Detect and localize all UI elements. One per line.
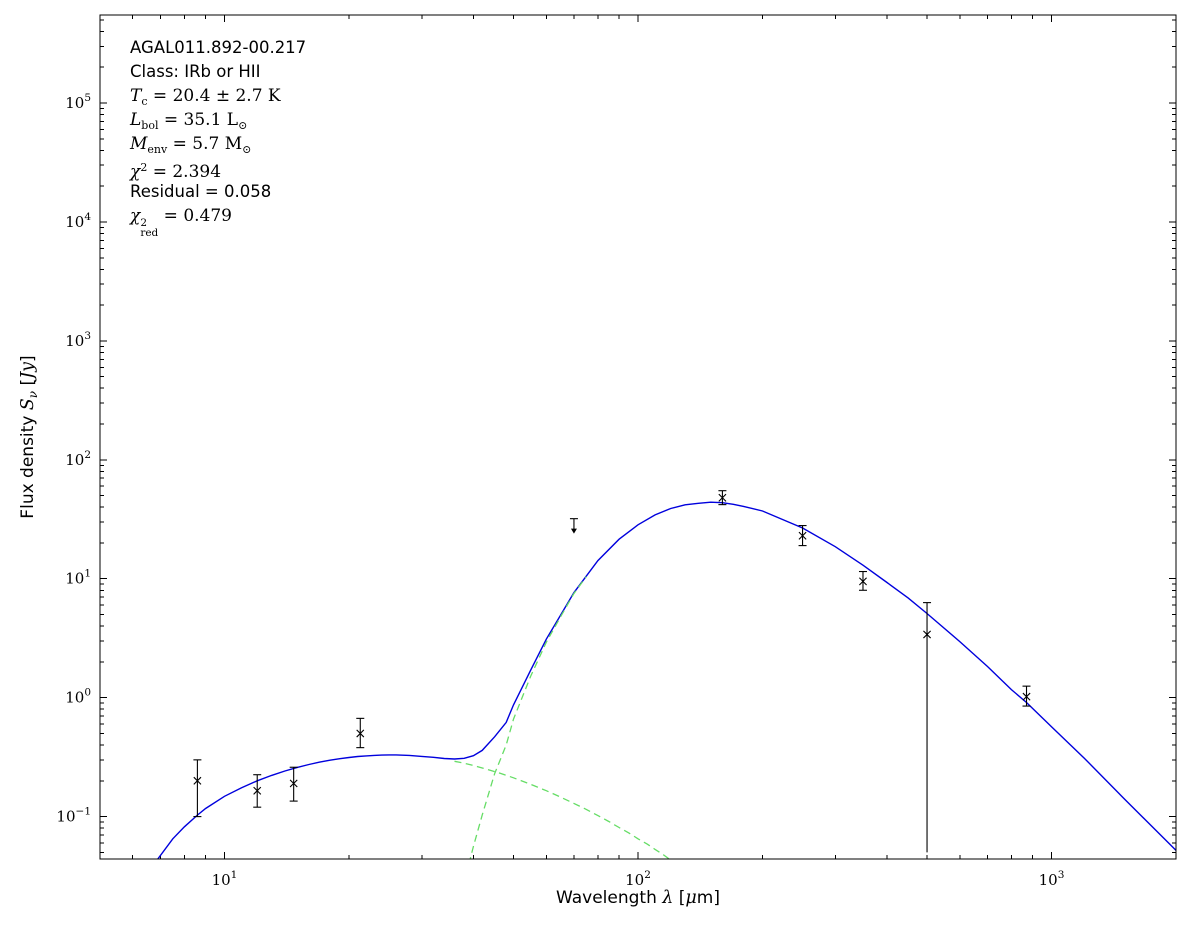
fit-info-annotation: AGAL011.892-00.217 Class: IRb or HII Tc = …	[130, 36, 307, 239]
info-line-residual: Residual = 0.058	[130, 182, 272, 201]
data-point	[253, 774, 262, 808]
total-model-fit-curve	[157, 501, 1176, 859]
data-point	[858, 570, 867, 591]
data-point	[718, 490, 727, 506]
info-line-chi-squared: χ2 = 2.394	[130, 161, 222, 182]
info-line-bolometric-luminosity: Lbol = 35.1 L⊙	[130, 110, 248, 132]
info-line-source-name: AGAL011.892-00.217	[130, 38, 307, 57]
y-tick-label: 101	[65, 568, 91, 588]
y-tick-label: 10−1	[56, 806, 91, 826]
data-point	[923, 602, 932, 853]
y-tick-label: 102	[65, 449, 91, 469]
model-curves	[157, 501, 1176, 859]
y-tick-label: 103	[65, 330, 91, 350]
info-line-dust-temperature: Tc = 20.4 ± 2.7 K	[130, 86, 281, 108]
x-axis-label: Wavelength λ [μm]	[556, 888, 720, 908]
info-line-class-label: Class: IRb or HII	[130, 62, 261, 81]
upper-limit-marker	[569, 518, 578, 534]
info-line-reduced-chi-squared: χ 2 red = 0.479	[130, 206, 233, 239]
data-point	[1022, 685, 1031, 707]
y-tick-label: 104	[65, 211, 91, 231]
cold-greybody-component-curve	[469, 576, 587, 859]
x-tick-label: 102	[625, 869, 651, 889]
superscript-subscript: 2 red	[140, 217, 159, 239]
data-points	[193, 490, 1031, 853]
y-axis-label: Flux density Sν [Jy]	[18, 355, 40, 518]
data-point	[798, 525, 807, 547]
data-point	[289, 766, 298, 802]
axis-ticks	[99, 15, 1177, 859]
x-tick-label: 103	[1039, 869, 1065, 889]
x-tick-label: 101	[212, 869, 238, 889]
data-point	[356, 717, 365, 749]
y-tick-label: 105	[65, 92, 91, 112]
y-tick-label: 100	[65, 687, 91, 707]
warm-component-curve	[454, 760, 671, 859]
axes-border	[99, 14, 1177, 860]
data-point	[193, 759, 202, 818]
info-line-envelope-mass: Menv = 5.7 M⊙	[130, 134, 252, 156]
